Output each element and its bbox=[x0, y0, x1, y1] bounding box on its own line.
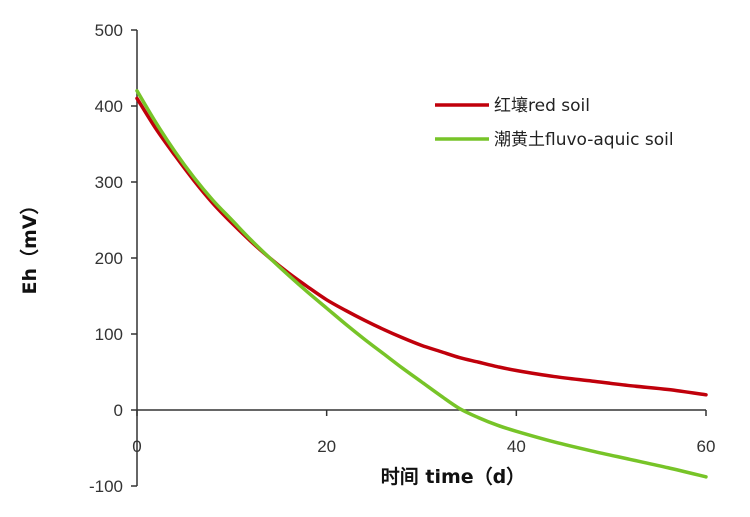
legend-label-red-soil: 红壤red soil bbox=[494, 95, 590, 116]
series-line-red-soil bbox=[135, 96, 708, 397]
x-tick-label: 40 bbox=[507, 437, 526, 456]
legend-label-fluvo-aquic-soil: 潮黄土fluvo-aquic soil bbox=[494, 130, 674, 150]
x-axis-title: 时间 time（d） bbox=[381, 465, 526, 488]
y-tick-label: 100 bbox=[95, 325, 123, 344]
y-tick-label: 300 bbox=[95, 173, 123, 192]
y-tick-label: 200 bbox=[95, 249, 123, 268]
y-tick-label: -100 bbox=[89, 477, 123, 496]
series-lines bbox=[135, 89, 708, 479]
y-tick-label: 400 bbox=[95, 97, 123, 116]
legend-item: 红壤red soil bbox=[435, 95, 590, 116]
x-tick-label: 20 bbox=[317, 437, 336, 456]
x-tick-label: 0 bbox=[132, 437, 141, 456]
y-axis-ticks: -100 0 100 200 300 400 500 bbox=[89, 21, 137, 496]
legend-item: 潮黄土fluvo-aquic soil bbox=[435, 130, 674, 150]
x-axis-ticks: 0 20 40 60 bbox=[132, 410, 715, 456]
legend: 红壤red soil 潮黄土fluvo-aquic soil bbox=[435, 95, 674, 150]
y-tick-label: 500 bbox=[95, 21, 123, 40]
axes bbox=[136, 30, 706, 486]
x-tick-label: 60 bbox=[697, 437, 716, 456]
y-axis-title: Eh（mV） bbox=[18, 195, 41, 294]
series-line-fluvo-aquic-soil bbox=[135, 89, 708, 479]
y-tick-label: 0 bbox=[114, 401, 123, 420]
